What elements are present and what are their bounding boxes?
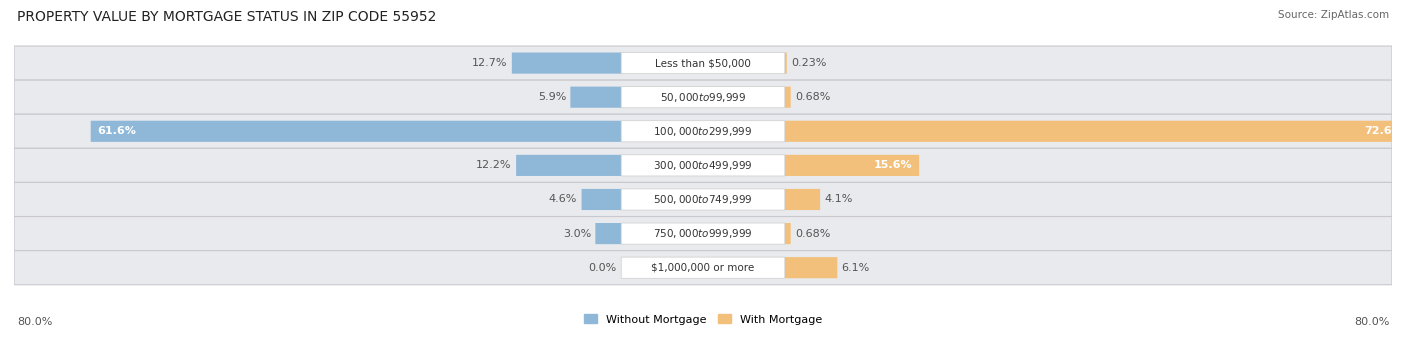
FancyBboxPatch shape [621,87,785,108]
Text: 72.6%: 72.6% [1364,126,1403,136]
Text: 15.6%: 15.6% [873,160,912,170]
Text: 3.0%: 3.0% [562,228,591,239]
Text: Source: ZipAtlas.com: Source: ZipAtlas.com [1278,10,1389,20]
FancyBboxPatch shape [785,223,790,244]
FancyBboxPatch shape [621,53,785,74]
FancyBboxPatch shape [595,223,621,244]
Text: 0.0%: 0.0% [589,263,617,273]
Text: 4.1%: 4.1% [824,194,853,205]
FancyBboxPatch shape [14,114,1392,148]
FancyBboxPatch shape [621,121,785,142]
FancyBboxPatch shape [512,53,621,74]
FancyBboxPatch shape [14,251,1392,285]
FancyBboxPatch shape [785,189,820,210]
Text: 5.9%: 5.9% [537,92,567,102]
FancyBboxPatch shape [571,87,621,108]
FancyBboxPatch shape [621,189,785,210]
Text: Less than $50,000: Less than $50,000 [655,58,751,68]
FancyBboxPatch shape [621,155,785,176]
FancyBboxPatch shape [785,53,787,74]
FancyBboxPatch shape [785,87,790,108]
Text: 4.6%: 4.6% [548,194,578,205]
FancyBboxPatch shape [516,155,621,176]
Text: 80.0%: 80.0% [1354,317,1389,327]
FancyBboxPatch shape [14,148,1392,182]
Text: 80.0%: 80.0% [17,317,52,327]
FancyBboxPatch shape [14,46,1392,80]
Text: $1,000,000 or more: $1,000,000 or more [651,263,755,273]
FancyBboxPatch shape [14,217,1392,251]
FancyBboxPatch shape [785,155,920,176]
Text: $300,000 to $499,999: $300,000 to $499,999 [654,159,752,172]
Text: 12.2%: 12.2% [477,160,512,170]
Text: 0.68%: 0.68% [794,228,831,239]
FancyBboxPatch shape [91,121,621,142]
Text: 0.68%: 0.68% [794,92,831,102]
Text: PROPERTY VALUE BY MORTGAGE STATUS IN ZIP CODE 55952: PROPERTY VALUE BY MORTGAGE STATUS IN ZIP… [17,10,436,24]
Text: 6.1%: 6.1% [842,263,870,273]
Text: $500,000 to $749,999: $500,000 to $749,999 [654,193,752,206]
Text: $100,000 to $299,999: $100,000 to $299,999 [654,125,752,138]
FancyBboxPatch shape [621,223,785,244]
FancyBboxPatch shape [785,121,1406,142]
FancyBboxPatch shape [582,189,621,210]
Text: 61.6%: 61.6% [97,126,136,136]
Legend: Without Mortgage, With Mortgage: Without Mortgage, With Mortgage [579,310,827,329]
FancyBboxPatch shape [621,257,785,278]
FancyBboxPatch shape [14,182,1392,217]
Text: 12.7%: 12.7% [472,58,508,68]
Text: 0.23%: 0.23% [792,58,827,68]
Text: $50,000 to $99,999: $50,000 to $99,999 [659,91,747,104]
Text: $750,000 to $999,999: $750,000 to $999,999 [654,227,752,240]
FancyBboxPatch shape [14,80,1392,114]
FancyBboxPatch shape [785,257,838,278]
